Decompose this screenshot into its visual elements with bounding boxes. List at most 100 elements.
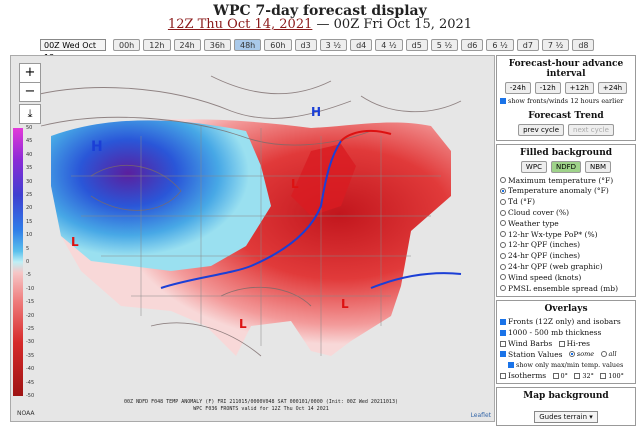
- advance-button-3[interactable]: +24h: [597, 82, 628, 94]
- colorbar-label: 10: [26, 232, 33, 239]
- map-background-select[interactable]: Gudes terrain ▾: [534, 411, 598, 424]
- filled-option-radio[interactable]: [500, 263, 506, 270]
- valid-time-range: 12Z Thu Oct 14, 2021 — 00Z Fri Oct 15, 2…: [0, 17, 640, 32]
- zoom-out-button[interactable]: −: [19, 82, 41, 102]
- source-buttons: WPC NDFD NBM: [500, 160, 632, 173]
- valid-end: 00Z Fri Oct 15, 2021: [333, 17, 473, 32]
- state-borders: [71, 126, 441, 356]
- prev-cycle-button[interactable]: prev cycle: [518, 123, 565, 136]
- filled-option-radio[interactable]: [500, 220, 506, 227]
- maxmin-toggle[interactable]: show only max/min temp. values: [500, 360, 632, 371]
- filled-option-0[interactable]: Maximum temperature (°F): [500, 175, 632, 186]
- colorbar-label: 20: [26, 205, 33, 212]
- filled-option-radio[interactable]: [500, 274, 506, 281]
- colorbar-label: -30: [26, 339, 35, 346]
- anomaly-colorbar: [13, 128, 23, 396]
- advance-button-1[interactable]: -12h: [534, 82, 561, 94]
- tab-10[interactable]: d5: [405, 39, 428, 51]
- tab-0[interactable]: 00h: [113, 39, 141, 51]
- some-radio[interactable]: [568, 351, 575, 358]
- filled-option-radio[interactable]: [500, 231, 506, 238]
- filled-option-radio[interactable]: [500, 198, 506, 205]
- advance-buttons: -24h -12h +12h +24h: [500, 82, 632, 94]
- next-cycle-button[interactable]: next cycle: [568, 123, 614, 136]
- wind-barbs-overlay[interactable]: Wind Barbs Hi-res: [500, 338, 632, 349]
- filled-option-10[interactable]: PMSL ensemble spread (mb): [500, 283, 632, 294]
- map-caption: 00Z NDFD F048 TEMP ANOMALY (F) FRI 21101…: [124, 399, 398, 412]
- filled-option-5[interactable]: 12-hr Wx-type PoP* (%): [500, 229, 632, 240]
- colorbar-label: 15: [26, 218, 33, 225]
- filled-option-8[interactable]: 24-hr QPF (web graphic): [500, 261, 632, 272]
- valid-separator: —: [316, 17, 330, 32]
- tab-9[interactable]: 4 ½: [375, 39, 403, 51]
- tab-4[interactable]: 48h: [234, 39, 262, 51]
- colorbar-label: -25: [26, 326, 35, 332]
- filled-option-3[interactable]: Cloud cover (%): [500, 207, 632, 218]
- filled-option-label: Wind speed (knots): [508, 272, 582, 282]
- tab-16[interactable]: d8: [572, 39, 595, 51]
- filled-option-radio[interactable]: [500, 187, 506, 194]
- tab-13[interactable]: 6 ½: [486, 39, 514, 51]
- map-canvas[interactable]: H L L L L H: [11, 56, 494, 421]
- isobar-lines: [30, 75, 462, 357]
- show-fronts-toggle[interactable]: show fronts/winds 12 hours earlier: [500, 96, 632, 107]
- filled-option-1[interactable]: Temperature anomaly (°F): [500, 186, 632, 197]
- filled-title: Filled background: [519, 147, 613, 158]
- filled-option-radio[interactable]: [500, 241, 506, 248]
- source-button-1[interactable]: NDFD: [550, 160, 581, 173]
- tab-8[interactable]: d4: [350, 39, 373, 51]
- tab-1[interactable]: 12h: [143, 39, 171, 51]
- warm-core: [291, 144, 356, 216]
- all-radio[interactable]: [600, 351, 607, 358]
- show-fronts-checkbox[interactable]: [500, 98, 506, 105]
- isotherms-overlay[interactable]: Isotherms 0° 32° 100°: [500, 371, 632, 382]
- valid-start-link[interactable]: 12Z Thu Oct 14, 2021: [167, 17, 313, 32]
- filled-option-4[interactable]: Weather type: [500, 218, 632, 229]
- overlays-title: Overlays: [544, 303, 588, 314]
- filled-option-7[interactable]: 24-hr QPF (inches): [500, 250, 632, 261]
- colorbar-label: 25: [26, 192, 33, 198]
- download-icon[interactable]: ⤓: [19, 104, 41, 124]
- filled-option-radio[interactable]: [500, 209, 506, 216]
- colorbar-label: 40: [26, 151, 33, 158]
- filled-options: Maximum temperature (°F) Temperature anom…: [500, 175, 632, 294]
- tab-7[interactable]: 3 ½: [319, 39, 348, 51]
- filled-option-radio[interactable]: [500, 252, 506, 259]
- tab-15[interactable]: 7 ½: [541, 39, 570, 51]
- tab-3[interactable]: 36h: [203, 39, 231, 51]
- colorbar-label: -45: [26, 379, 35, 386]
- tab-11[interactable]: 5 ½: [430, 39, 459, 51]
- fronts-overlay[interactable]: Fronts (12Z only) and isobars: [500, 317, 632, 328]
- svg-text:L: L: [341, 297, 349, 311]
- source-button-0[interactable]: WPC: [520, 160, 547, 173]
- colorbar-label: 50: [26, 125, 33, 131]
- tab-2[interactable]: 24h: [173, 39, 201, 51]
- filled-option-radio[interactable]: [500, 285, 506, 292]
- thickness-overlay[interactable]: 1000 - 500 mb thickness: [500, 327, 632, 338]
- leaflet-attribution[interactable]: Leaflet: [470, 412, 491, 419]
- station-values-overlay[interactable]: Station Values some all: [500, 349, 632, 360]
- page-title: WPC 7-day forecast display: [213, 3, 427, 19]
- filled-background-box: Filled background WPC NDFD NBM Maximum tem…: [496, 143, 636, 297]
- filled-option-9[interactable]: Wind speed (knots): [500, 272, 632, 283]
- filled-option-2[interactable]: Td (°F): [500, 196, 632, 207]
- advance-button-2[interactable]: +12h: [564, 82, 594, 94]
- filled-option-radio[interactable]: [500, 177, 506, 184]
- filled-option-6[interactable]: 12-hr QPF (inches): [500, 240, 632, 251]
- advance-button-0[interactable]: -24h: [504, 82, 531, 94]
- advance-interval-box: Forecast-hour advance interval -24h -12h +…: [496, 55, 636, 141]
- tab-12[interactable]: d6: [461, 39, 484, 51]
- hi-res-checkbox[interactable]: [558, 340, 565, 347]
- map-background-box: Map background Gudes terrain ▾: [496, 387, 636, 427]
- forecast-map[interactable]: H L L L L H + − ⤓ 50 45 40 35 30 25 20 15 10 5 0 -5…: [10, 55, 495, 422]
- source-button-2[interactable]: NBM: [585, 160, 612, 173]
- zoom-in-button[interactable]: +: [19, 63, 41, 83]
- mapbg-title: Map background: [523, 391, 609, 402]
- filled-option-label: 24-hr QPF (web graphic): [508, 262, 603, 272]
- colorbar-label: -50: [26, 393, 35, 399]
- tab-6[interactable]: d3: [294, 39, 317, 51]
- tab-5[interactable]: 60h: [264, 39, 292, 51]
- init-time-select[interactable]: 00Z Wed Oct 13 ▾: [40, 39, 106, 62]
- colorbar-label: -15: [26, 299, 35, 306]
- tab-14[interactable]: d7: [516, 39, 539, 51]
